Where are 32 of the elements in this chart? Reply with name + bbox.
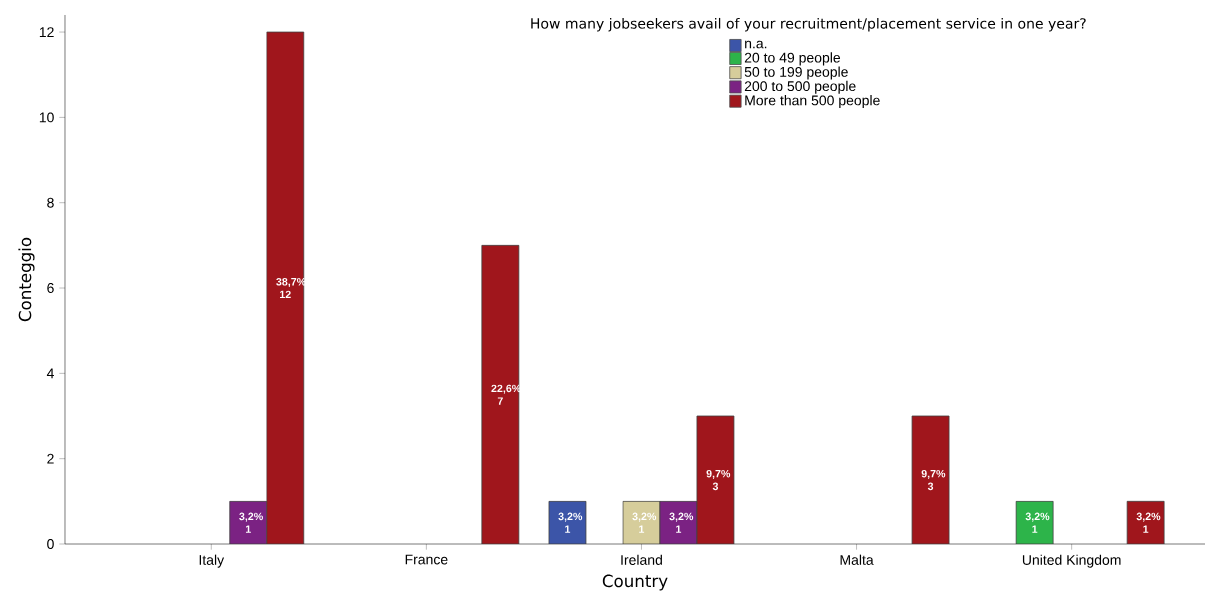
y-tick-label: 6 <box>47 283 54 293</box>
y-tick-label: 8 <box>47 197 54 208</box>
x-tick-label: United Kingdom <box>1022 554 1121 568</box>
legend-label: 20 to 49 people <box>744 52 841 66</box>
y-tick-label: 0 <box>47 539 54 549</box>
data-label: 3,2% 1 <box>632 512 657 533</box>
legend-label: 50 to 199 people <box>744 66 848 80</box>
data-label: 3,2% 1 <box>558 512 583 533</box>
legend-label: 200 to 500 people <box>744 80 856 94</box>
data-label: 3,2% 1 <box>239 512 263 533</box>
x-tick-label: Ireland <box>621 554 662 565</box>
x-tick-label: Malta <box>840 554 874 565</box>
x-axis-title: Country <box>602 574 668 591</box>
data-label: 3,2% 1 <box>1025 512 1050 533</box>
y-tick-label: 12 <box>39 27 54 37</box>
data-label: 9,7% 3 <box>921 469 946 491</box>
y-axis-title: Conteggio <box>18 237 35 322</box>
x-tick-label: France <box>405 554 448 565</box>
x-tick-label: Italy <box>199 554 225 568</box>
bar <box>696 415 735 544</box>
y-tick-label: 4 <box>46 368 54 379</box>
chart-title: How many jobseekers avail of your recruitment/placement service in one year? <box>531 17 1086 32</box>
data-label: 3,2% 1 <box>669 512 694 533</box>
y-tick-label: 2 <box>47 453 54 464</box>
bar <box>481 244 520 544</box>
bar <box>911 415 950 544</box>
bar <box>266 31 305 544</box>
y-tick-label: 10 <box>39 112 54 123</box>
data-label: 3,2% 1 <box>1136 512 1161 533</box>
legend-label: More than 500 people <box>745 95 880 109</box>
legend-label: n.a. <box>745 40 767 49</box>
data-label: 9,7% 3 <box>706 469 731 491</box>
